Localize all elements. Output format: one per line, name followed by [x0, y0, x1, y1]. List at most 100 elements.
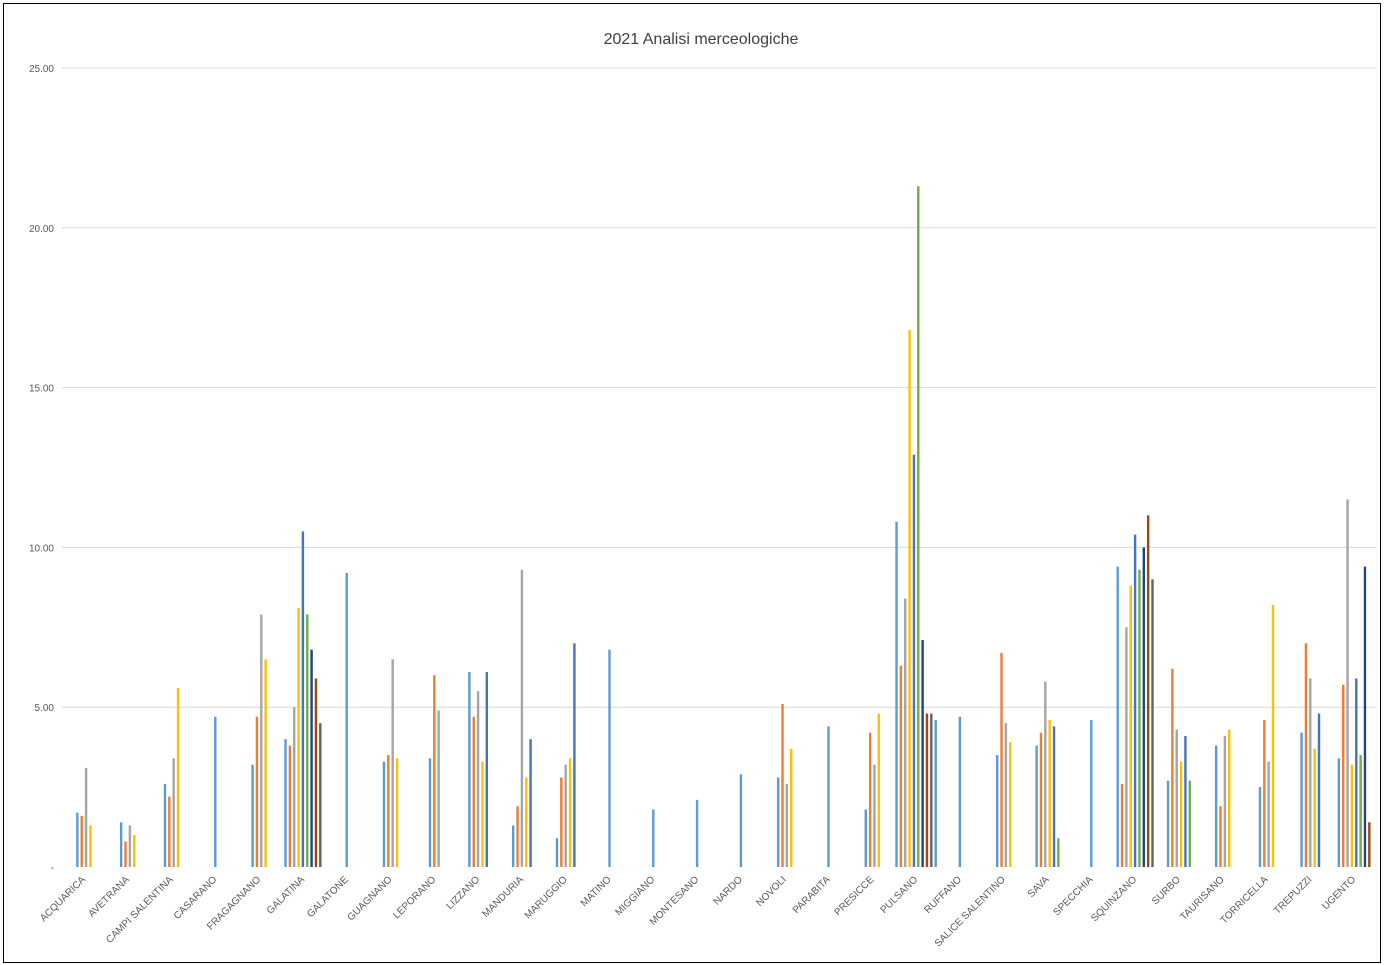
bar — [739, 774, 743, 867]
bar — [608, 649, 611, 867]
bar — [573, 643, 576, 867]
chart-title: 2021 Analisi merceologiche — [604, 31, 799, 48]
bar — [1048, 719, 1051, 867]
bar — [785, 783, 789, 867]
bar — [1219, 806, 1222, 867]
bar — [525, 777, 528, 867]
x-tick-label: AVETRANA — [86, 874, 132, 920]
x-tick-label: ACQUARICA — [38, 874, 88, 924]
x-tick-label: NARDO — [712, 874, 745, 907]
bar — [382, 761, 386, 867]
bar — [255, 716, 259, 867]
bar — [1363, 566, 1367, 867]
bar — [1052, 726, 1056, 867]
bar — [314, 678, 318, 867]
bar — [1271, 604, 1275, 867]
bar — [1317, 713, 1321, 867]
bar — [652, 809, 655, 867]
x-tick-label: RUFFANO — [922, 874, 964, 916]
bar — [1267, 761, 1270, 867]
bar — [895, 521, 898, 867]
bar — [1151, 579, 1154, 867]
bar — [481, 761, 484, 867]
x-tick-label: SURBO — [1150, 874, 1183, 907]
bar — [1035, 745, 1038, 867]
bar — [1039, 732, 1043, 867]
bar — [1175, 729, 1178, 867]
bar — [119, 822, 123, 867]
bar — [1346, 499, 1349, 867]
bar — [1342, 684, 1345, 867]
bar — [1125, 627, 1128, 867]
bar — [76, 812, 79, 867]
bar — [319, 723, 322, 867]
y-axis-ticks: - 5.00 10.00 15.00 20.00 25.00 — [29, 64, 54, 874]
x-tick-label: MANDURIA — [481, 874, 527, 920]
bar — [1057, 838, 1060, 867]
x-tick-label: UGENTO — [1320, 874, 1358, 912]
bar — [437, 710, 440, 867]
bar — [1309, 678, 1312, 867]
bar — [1304, 643, 1308, 867]
bar — [877, 713, 881, 867]
bar — [1004, 723, 1008, 867]
bar — [284, 739, 287, 867]
bar — [958, 716, 962, 867]
x-tick-label: PRESICCE — [832, 874, 876, 918]
bar — [1044, 681, 1047, 867]
bar — [391, 659, 394, 867]
bar — [172, 758, 175, 867]
bar — [163, 783, 167, 867]
bar — [1090, 719, 1093, 867]
bar — [1355, 678, 1358, 867]
bar — [864, 809, 867, 867]
bar — [1116, 566, 1119, 867]
bar — [917, 186, 920, 867]
x-tick-label: LEPORANO — [391, 874, 438, 921]
x-tick-label: PARABITA — [791, 874, 833, 916]
bar — [387, 755, 390, 867]
bar — [930, 713, 933, 867]
x-tick-label: GUAGNANO — [346, 874, 395, 923]
bar — [1350, 764, 1354, 867]
bar — [1179, 761, 1183, 867]
bar — [568, 758, 572, 867]
bar — [873, 764, 876, 867]
bar — [260, 614, 263, 867]
y-tick-label: 25.00 — [29, 64, 54, 75]
bar — [472, 716, 475, 867]
x-tick-label: SQUINZANO — [1089, 874, 1139, 924]
bar — [1000, 652, 1003, 867]
bar — [485, 672, 488, 867]
bar — [214, 716, 217, 867]
bar — [520, 569, 524, 867]
bar — [564, 764, 567, 867]
x-tick-label: SPECCHIA — [1051, 874, 1095, 918]
bar — [395, 758, 399, 867]
gridlines — [62, 67, 1376, 708]
bar — [1337, 758, 1341, 867]
bar — [908, 330, 911, 867]
bar — [468, 672, 471, 867]
bar — [899, 665, 903, 867]
bar — [1120, 783, 1124, 867]
bar — [1009, 742, 1012, 867]
y-tick-label: 15.00 — [29, 384, 54, 395]
bar — [1146, 515, 1150, 867]
x-tick-label: MARUGGIO — [523, 874, 570, 921]
bar — [912, 454, 916, 867]
bar — [555, 838, 559, 867]
bar — [868, 732, 872, 867]
bar — [301, 531, 305, 867]
bar — [251, 764, 254, 867]
x-tick-label: PULSANO — [879, 874, 921, 916]
bar — [1263, 719, 1266, 867]
bar — [904, 598, 907, 867]
x-tick-label: GALATONE — [305, 874, 351, 920]
bar — [310, 649, 313, 867]
bar — [1214, 745, 1218, 867]
bar — [529, 739, 532, 867]
x-tick-label: TAURISANO — [1178, 874, 1227, 923]
